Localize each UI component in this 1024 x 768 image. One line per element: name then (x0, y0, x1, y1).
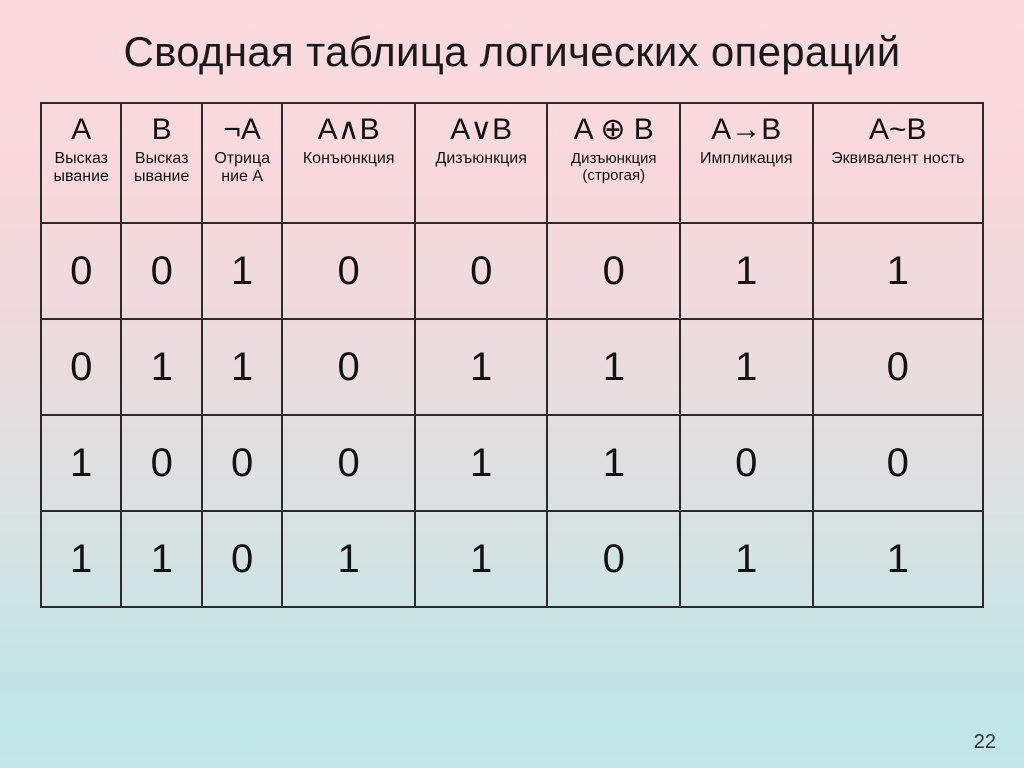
cell: 0 (202, 415, 282, 511)
col-header-equiv: A~B Эквивалент ность (813, 103, 983, 223)
cell: 0 (415, 223, 548, 319)
col-header-and: A∧B Конъюнкция (282, 103, 415, 223)
cell: 0 (41, 223, 121, 319)
col-symbol: A~B (818, 114, 978, 146)
slide: Сводная таблица логических операций A Вы… (0, 0, 1024, 768)
col-symbol: A (46, 114, 116, 146)
col-sub: Отрица ние А (207, 150, 277, 187)
table-row: 0 1 1 0 1 1 1 0 (41, 319, 983, 415)
table-row: 1 1 0 1 1 0 1 1 (41, 511, 983, 607)
cell: 0 (41, 319, 121, 415)
page-number: 22 (974, 731, 996, 754)
cell: 0 (121, 223, 201, 319)
cell: 1 (202, 223, 282, 319)
cell: 0 (282, 415, 415, 511)
table-body: 0 0 1 0 0 0 1 1 0 1 1 0 1 1 1 0 1 0 (41, 223, 983, 607)
col-symbol: A∧B (287, 114, 410, 146)
page-title: Сводная таблица логических операций (40, 28, 984, 76)
cell: 1 (41, 415, 121, 511)
col-sub: Дизъюнкция (строгая) (552, 150, 675, 185)
col-sub: Конъюнкция (287, 150, 410, 168)
col-header-b: B Высказ ывание (121, 103, 201, 223)
col-header-impl: A→B Импликация (680, 103, 813, 223)
col-header-xor: A ⊕ B Дизъюнкция (строгая) (547, 103, 680, 223)
table-row: 0 0 1 0 0 0 1 1 (41, 223, 983, 319)
cell: 1 (415, 415, 548, 511)
cell: 1 (680, 511, 813, 607)
cell: 1 (547, 319, 680, 415)
cell: 0 (547, 511, 680, 607)
truth-table: A Высказ ывание B Высказ ывание ¬A Отриц… (40, 102, 984, 608)
col-sub: Высказ ывание (46, 150, 116, 187)
col-header-or: A∨B Дизъюнкция (415, 103, 548, 223)
col-symbol: A ⊕ B (552, 114, 675, 146)
col-sub: Дизъюнкция (420, 150, 543, 168)
cell: 1 (41, 511, 121, 607)
cell: 1 (813, 511, 983, 607)
cell: 1 (415, 319, 548, 415)
col-sub: Высказ ывание (126, 150, 196, 187)
cell: 1 (547, 415, 680, 511)
cell: 1 (415, 511, 548, 607)
col-sub: Эквивалент ность (818, 150, 978, 168)
col-symbol: ¬A (207, 114, 277, 146)
cell: 0 (813, 319, 983, 415)
cell: 0 (282, 223, 415, 319)
col-symbol: B (126, 114, 196, 146)
col-header-a: A Высказ ывание (41, 103, 121, 223)
cell: 1 (680, 319, 813, 415)
col-sub: Импликация (685, 150, 808, 168)
cell: 1 (202, 319, 282, 415)
cell: 1 (282, 511, 415, 607)
cell: 1 (121, 319, 201, 415)
cell: 1 (813, 223, 983, 319)
cell: 1 (121, 511, 201, 607)
cell: 0 (813, 415, 983, 511)
table-row: 1 0 0 0 1 1 0 0 (41, 415, 983, 511)
col-symbol: A→B (685, 114, 808, 146)
cell: 1 (680, 223, 813, 319)
cell: 0 (282, 319, 415, 415)
cell: 0 (202, 511, 282, 607)
table-header-row: A Высказ ывание B Высказ ывание ¬A Отриц… (41, 103, 983, 223)
cell: 0 (547, 223, 680, 319)
cell: 0 (680, 415, 813, 511)
cell: 0 (121, 415, 201, 511)
col-header-not-a: ¬A Отрица ние А (202, 103, 282, 223)
col-symbol: A∨B (420, 114, 543, 146)
